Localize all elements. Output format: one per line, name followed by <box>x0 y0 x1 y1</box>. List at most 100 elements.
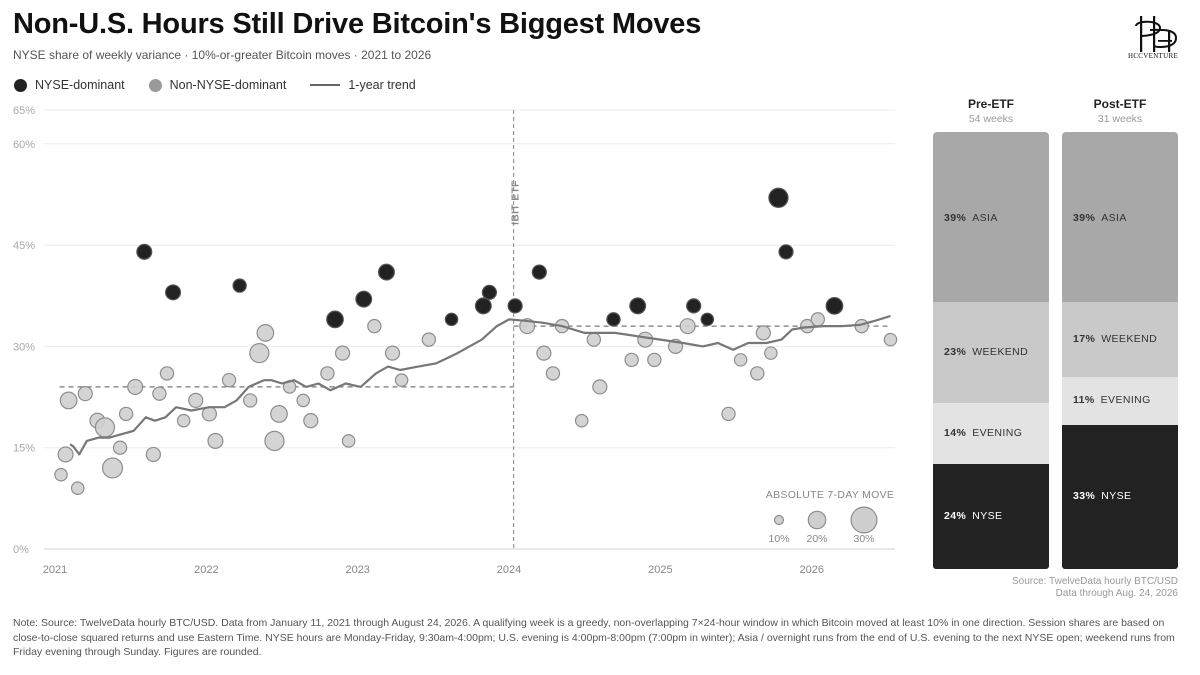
x-tick-label: 2026 <box>800 564 824 576</box>
data-point-non-nyse <box>249 342 270 364</box>
legend-label-nyse: NYSE-dominant <box>35 78 125 92</box>
segment-value-nyse-post: 33% <box>1073 489 1096 502</box>
y-tick-label: 15% <box>13 443 35 455</box>
data-point-non-nyse <box>94 417 116 438</box>
data-point-non-nyse <box>545 366 561 381</box>
data-point-non-nyse <box>883 332 898 347</box>
data-point-non-nyse <box>77 386 93 402</box>
segment-name-asia-post: ASIA <box>1101 212 1127 225</box>
segment-value-asia-pre: 39% <box>944 212 967 225</box>
data-point-non-nyse <box>679 318 696 335</box>
segment-label-weekend-post: 17% WEEKEND <box>1073 333 1157 345</box>
data-point-non-nyse <box>637 331 654 348</box>
data-point-non-nyse <box>574 413 589 428</box>
segment-name-weekend-post: WEEKEND <box>1101 332 1158 345</box>
legend-label-non-nyse: Non-NYSE-dominant <box>169 78 287 92</box>
data-point-non-nyse <box>145 446 161 463</box>
segment-name-nyse-post: NYSE <box>1101 489 1132 502</box>
bar-header-pre: Pre-ETF 54 weeks <box>933 97 1049 125</box>
data-point-non-nyse <box>176 413 191 428</box>
data-point-non-nyse <box>647 352 662 368</box>
size-legend-label: 20% <box>806 533 827 545</box>
bar-category-pre: Pre-ETF <box>967 97 1014 111</box>
data-point-non-nyse <box>270 405 288 423</box>
data-point-non-nyse <box>733 353 748 367</box>
data-point-non-nyse <box>586 332 602 347</box>
segment-label-asia-pre: 39% ASIA <box>944 212 998 224</box>
data-point-non-nyse <box>243 393 258 408</box>
y-tick-label: 65% <box>13 105 35 117</box>
data-point-non-nyse <box>334 345 351 361</box>
segment-value-weekend-pre: 23% <box>944 345 967 358</box>
brand-logo-icon <box>1135 16 1178 52</box>
size-legend-circle <box>850 506 878 534</box>
data-point-non-nyse <box>810 312 826 327</box>
data-point-non-nyse <box>421 332 437 347</box>
source-credit: Source: TwelveData hourly BTC/USD Data t… <box>1012 576 1178 600</box>
etf-event-label: IBIT ETF <box>511 180 522 225</box>
segment-value-evening-post: 11% <box>1073 393 1095 406</box>
data-point-non-nyse <box>384 345 401 361</box>
data-point-nyse <box>686 298 702 314</box>
size-legend-label: 30% <box>853 533 874 545</box>
x-tick-label: 2024 <box>497 564 521 576</box>
y-tick-label: 30% <box>13 341 35 353</box>
segment-label-weekend-pre: 23% WEEKEND <box>944 346 1028 358</box>
data-point-nyse <box>474 297 492 315</box>
segment-value-evening-pre: 14% <box>944 426 967 439</box>
segment-weekend-post: 17% WEEKEND <box>1062 302 1178 377</box>
size-legend-label: 10% <box>768 533 789 545</box>
legend-trend-line-icon <box>310 83 341 87</box>
data-point-non-nyse <box>755 325 771 341</box>
segment-asia-post: 39% ASIA <box>1062 132 1178 303</box>
legend-light-dot-icon <box>148 78 162 92</box>
x-tick-label: 2021 <box>43 564 67 576</box>
data-point-nyse <box>825 296 844 315</box>
data-point-non-nyse <box>54 467 68 482</box>
data-point-non-nyse <box>256 323 275 342</box>
bar-category-post: Post-ETF <box>1093 97 1147 111</box>
segment-asia-pre: 39% ASIA <box>933 132 1049 303</box>
data-point-nyse <box>355 290 373 308</box>
data-point-non-nyse <box>127 378 144 395</box>
stacked-bar-pre: 39% ASIA 23% WEEKEND 14% EVENING 24% NYSE <box>933 132 1049 569</box>
data-point-nyse <box>136 243 153 260</box>
data-point-non-nyse <box>303 413 319 429</box>
source-line-1: Source: TwelveData hourly BTC/USD <box>1012 576 1178 587</box>
chart-title: Non-U.S. Hours Still Drive Bitcoin's Big… <box>13 8 702 40</box>
data-point-non-nyse <box>101 457 124 479</box>
footnote: Note: Source: TwelveData hourly BTC/USD.… <box>13 617 1175 658</box>
data-point-nyse <box>481 284 497 300</box>
data-point-non-nyse <box>221 372 237 388</box>
data-point-non-nyse <box>536 345 552 361</box>
segment-label-evening-post: 11% EVENING <box>1073 394 1151 406</box>
data-point-non-nyse <box>207 432 224 449</box>
data-point-non-nyse <box>394 373 409 387</box>
data-point-non-nyse <box>59 391 78 410</box>
legend-item-non-nyse: Non-NYSE-dominant <box>148 78 287 92</box>
data-point-nyse <box>507 298 523 314</box>
segment-label-evening-pre: 14% EVENING <box>944 427 1022 439</box>
data-point-non-nyse <box>264 430 285 452</box>
segment-name-asia-pre: ASIA <box>972 212 998 225</box>
data-point-non-nyse <box>592 379 608 395</box>
data-point-non-nyse <box>721 406 736 422</box>
data-point-non-nyse <box>152 386 167 401</box>
legend-label-trend: 1-year trend <box>348 78 416 92</box>
x-tick-label: 2023 <box>345 564 369 576</box>
data-point-non-nyse <box>70 481 85 495</box>
segment-nyse-pre: 24% NYSE <box>933 464 1049 569</box>
data-point-nyse <box>232 278 247 293</box>
data-point-non-nyse <box>296 393 310 408</box>
chart-subtitle: NYSE share of weekly variance · 10%-or-g… <box>13 48 432 62</box>
bar-subtitle-post: 31 weeks <box>1097 113 1143 125</box>
stacked-bar-post: 39% ASIA 17% WEEKEND 11% EVENING 33% NYSE <box>1062 132 1178 569</box>
segment-evening-pre: 14% EVENING <box>933 402 1049 465</box>
x-tick-label: 2022 <box>194 564 218 576</box>
data-point-nyse <box>531 264 547 280</box>
trend-line <box>69 314 891 456</box>
data-point-non-nyse <box>624 352 639 368</box>
segment-label-nyse-pre: 24% NYSE <box>944 510 1002 522</box>
data-point-non-nyse <box>159 366 175 381</box>
source-line-2: Data through Aug. 24, 2026 <box>1055 588 1178 599</box>
